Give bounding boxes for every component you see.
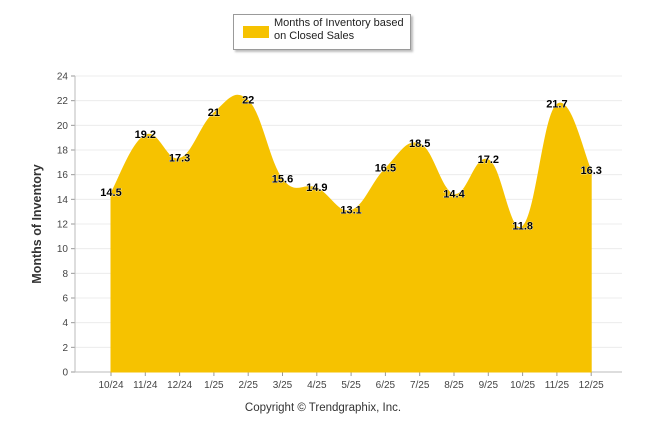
data-label: 13.1 bbox=[340, 204, 361, 216]
x-tick-label: 10/24 bbox=[98, 380, 123, 391]
x-tick-label: 7/25 bbox=[410, 380, 430, 391]
y-tick-label: 12 bbox=[57, 220, 69, 231]
x-tick-label: 3/25 bbox=[273, 380, 293, 391]
x-tick-label: 12/24 bbox=[167, 380, 192, 391]
y-tick-label: 16 bbox=[57, 170, 69, 181]
y-axis-title: Months of Inventory bbox=[30, 164, 44, 283]
y-tick-label: 2 bbox=[62, 343, 68, 354]
y-tick-label: 8 bbox=[62, 269, 68, 280]
y-tick-label: 10 bbox=[57, 244, 69, 255]
legend[interactable]: Months of Inventory based on Closed Sale… bbox=[233, 14, 411, 50]
data-label: 11.8 bbox=[512, 220, 533, 232]
x-tick-label: 5/25 bbox=[341, 380, 361, 391]
y-tick-label: 24 bbox=[57, 72, 69, 83]
y-tick-label: 4 bbox=[62, 318, 68, 329]
x-tick-label: 8/25 bbox=[444, 380, 464, 391]
legend-swatch bbox=[243, 26, 269, 38]
data-label: 16.3 bbox=[580, 165, 601, 177]
data-label: 21 bbox=[208, 107, 220, 119]
y-tick-label: 6 bbox=[62, 294, 68, 305]
data-label: 17.3 bbox=[169, 153, 190, 165]
data-label: 14.9 bbox=[306, 182, 327, 194]
x-tick-label: 6/25 bbox=[376, 380, 396, 391]
y-tick-label: 14 bbox=[57, 195, 69, 206]
data-label: 15.6 bbox=[272, 174, 293, 186]
data-label: 19.2 bbox=[135, 129, 156, 141]
y-tick-label: 18 bbox=[57, 146, 69, 157]
data-label: 18.5 bbox=[409, 138, 430, 150]
data-label: 21.7 bbox=[546, 98, 567, 110]
legend-label: Months of Inventory based on Closed Sale… bbox=[274, 17, 404, 42]
x-tick-label: 10/25 bbox=[510, 380, 535, 391]
x-tick-label: 12/25 bbox=[579, 380, 604, 391]
y-tick-label: 22 bbox=[57, 96, 69, 107]
data-label: 16.5 bbox=[375, 163, 396, 175]
data-label: 22 bbox=[242, 95, 254, 107]
data-label: 14.4 bbox=[443, 188, 465, 200]
x-tick-label: 11/24 bbox=[133, 380, 158, 391]
area-series bbox=[110, 94, 592, 373]
data-label: 14.5 bbox=[100, 187, 121, 199]
data-labels: 14.5 19.2 17.3 21 22 15.6 14.9 13.1 16.5 18.5 14.4… bbox=[100, 94, 602, 232]
x-tick-label: 1/25 bbox=[204, 380, 224, 391]
data-label: 17.2 bbox=[478, 154, 499, 166]
x-tick-label: 11/25 bbox=[545, 380, 570, 391]
x-tick-label: 4/25 bbox=[307, 380, 327, 391]
copyright-footer: Copyright © Trendgraphix, Inc. bbox=[244, 402, 402, 414]
y-tick-label: 20 bbox=[57, 121, 69, 132]
area-fill[interactable] bbox=[110, 94, 592, 373]
x-tick-label: 9/25 bbox=[479, 380, 499, 391]
y-tick-label: 0 bbox=[62, 368, 68, 379]
x-tick-label: 2/25 bbox=[238, 380, 258, 391]
